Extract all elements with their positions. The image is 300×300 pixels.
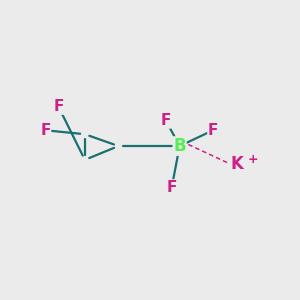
Text: B: B xyxy=(173,137,186,155)
Text: K: K xyxy=(230,155,243,173)
Text: F: F xyxy=(208,123,218,138)
Text: F: F xyxy=(167,180,177,195)
Text: F: F xyxy=(160,113,171,128)
Text: F: F xyxy=(40,123,51,138)
Text: F: F xyxy=(53,99,64,114)
Text: +: + xyxy=(248,153,259,166)
